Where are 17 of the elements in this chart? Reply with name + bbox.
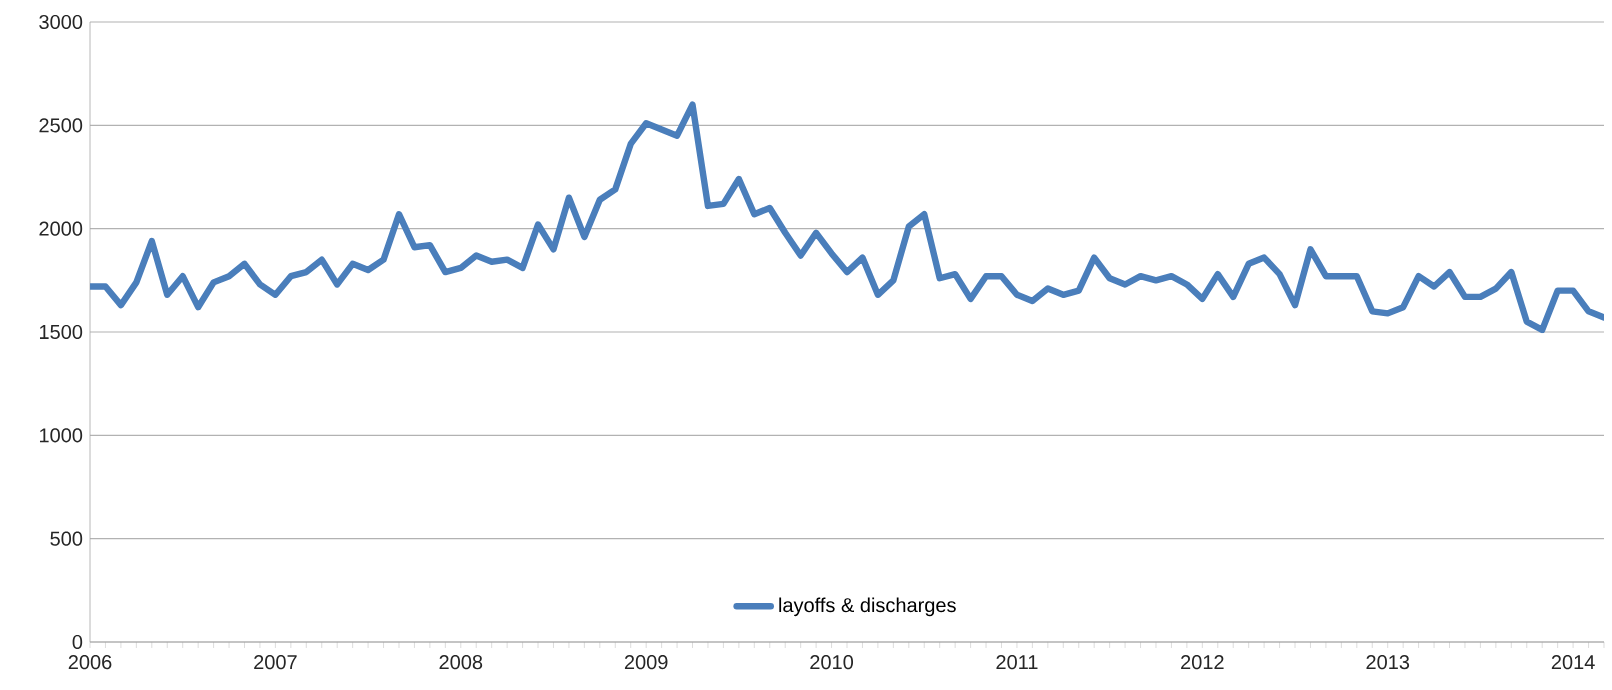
y-tick-label: 1500 [39, 324, 83, 340]
x-tick-label: 2006 [68, 655, 112, 670]
y-tick-label: 2000 [39, 221, 83, 236]
y-tick-label: 2500 [39, 118, 83, 133]
y-tick-label: 3000 [39, 14, 83, 30]
x-tick-label: 2008 [439, 655, 483, 670]
x-tick-label: 2014 [1551, 655, 1595, 670]
x-tick-label: 2010 [810, 655, 854, 670]
x-tick-label: 2009 [624, 655, 668, 670]
x-tick-label: 2012 [1181, 655, 1224, 670]
y-tick-label: 500 [50, 531, 83, 546]
x-tick-label: 2013 [1366, 655, 1410, 670]
legend-label: layoffs & discharges [779, 597, 956, 617]
x-tick-label: 2007 [254, 655, 297, 670]
y-tick-label: 0 [72, 634, 83, 650]
x-tick-label: 2011 [996, 655, 1038, 670]
y-tick-label: 1000 [39, 428, 83, 443]
